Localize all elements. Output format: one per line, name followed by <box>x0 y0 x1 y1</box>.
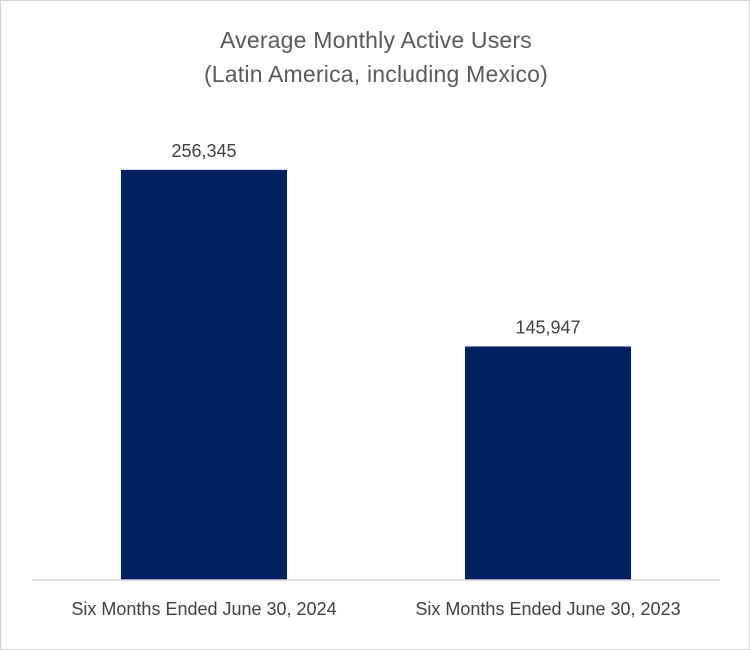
data-label-1: 256,345 <box>171 141 236 161</box>
chart-subtitle: (Latin America, including Mexico) <box>203 61 549 87</box>
category-labels-layer: Six Months Ended June 30, 2024 Six Months… <box>71 599 680 619</box>
category-label-1: Six Months Ended June 30, 2024 <box>71 599 336 619</box>
bar-1 <box>121 169 287 580</box>
chart-title: Average Monthly Active Users <box>220 27 532 53</box>
category-label-2: Six Months Ended June 30, 2023 <box>415 599 680 619</box>
labels-layer: 256,345 145,947 <box>171 141 580 338</box>
data-label-2: 145,947 <box>515 317 580 337</box>
bars-layer <box>121 169 631 580</box>
bar-2 <box>465 346 631 580</box>
